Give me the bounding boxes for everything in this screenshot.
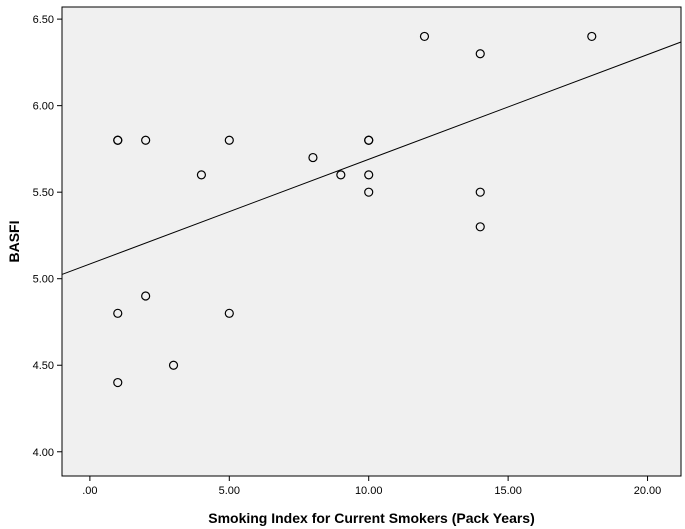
y-tick-label: 5.50 (33, 187, 54, 199)
data-point (141, 291, 151, 301)
data-point (587, 31, 597, 42)
data-point (475, 49, 485, 59)
data-point (419, 31, 430, 42)
data-point (113, 377, 123, 388)
data-point (364, 135, 374, 145)
y-tick-label: 4.00 (33, 447, 54, 459)
data-point (224, 135, 234, 145)
data-point (364, 187, 374, 197)
data-point (113, 308, 123, 318)
plot-area (61, 6, 682, 477)
fit-line (61, 41, 682, 275)
data-point (336, 170, 346, 180)
y-tick-label: 4.50 (33, 360, 54, 372)
y-tick-label: 6.00 (33, 101, 54, 113)
data-point (475, 187, 485, 197)
x-axis-title: Smoking Index for Current Smokers (Pack … (208, 510, 535, 526)
data-point (141, 135, 151, 145)
y-tick-label: 6.50 (33, 14, 54, 26)
x-tick-label: 15.00 (494, 485, 522, 497)
y-tick-label: 5.00 (33, 274, 54, 286)
x-tick-label: .00 (82, 485, 97, 497)
data-point (308, 152, 318, 163)
data-point (364, 170, 374, 180)
data-point (224, 308, 234, 318)
x-tick-label: 5.00 (219, 485, 240, 497)
x-tick-label: 20.00 (634, 485, 662, 497)
data-point (113, 135, 123, 145)
y-axis-title: BASFI (6, 221, 22, 263)
x-tick-label: 10.00 (355, 485, 383, 497)
data-point (475, 222, 485, 232)
data-point (168, 360, 179, 370)
data-point (196, 170, 207, 180)
